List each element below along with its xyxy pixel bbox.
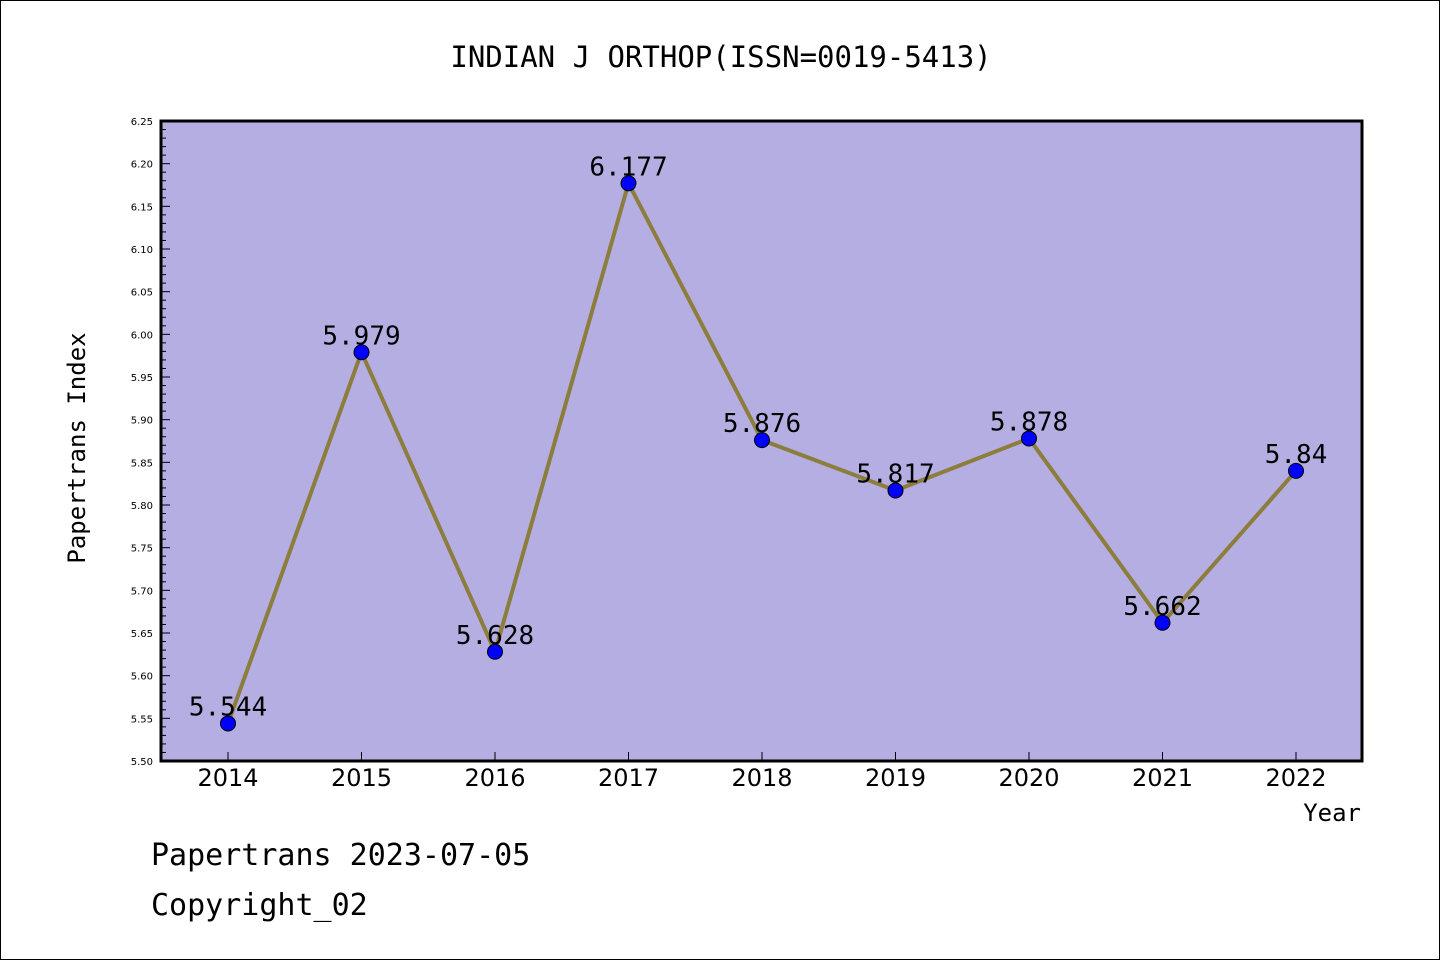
data-point	[620, 175, 637, 192]
data-point	[1288, 462, 1304, 479]
y-tick-label: 5.70	[131, 586, 153, 597]
y-tick-label: 5.55	[131, 714, 153, 725]
data-label: 5.544	[189, 692, 267, 722]
y-tick-label: 5.75	[131, 544, 153, 555]
x-tick-label: 2022	[1265, 764, 1326, 792]
y-tick-label: 6.05	[131, 288, 153, 299]
chart-title: INDIAN J ORTHOP(ISSN=0019-5413)	[450, 40, 991, 74]
y-tick-label: 6.15	[131, 202, 153, 213]
data-label: 5.84	[1265, 440, 1328, 470]
x-tick-label: 2015	[331, 764, 392, 792]
y-tick-label: 6.25	[131, 117, 153, 128]
x-tick-label: 2020	[998, 764, 1059, 792]
plot-border	[159, 119, 1364, 763]
data-point	[1154, 614, 1171, 631]
y-tick-label: 6.10	[131, 245, 153, 256]
data-label: 5.876	[723, 409, 801, 439]
footer-copyright: Copyright_02	[151, 888, 368, 923]
y-tick-label: 6.20	[131, 160, 153, 171]
y-tick-label: 5.65	[131, 629, 153, 640]
data-point	[220, 715, 236, 732]
data-point	[1021, 430, 1037, 447]
data-label: 6.177	[589, 152, 667, 182]
x-tick-label: 2021	[1132, 764, 1193, 792]
y-tick-label: 5.85	[131, 458, 153, 469]
data-label: 5.817	[856, 459, 934, 489]
x-tick-label: 2018	[731, 764, 792, 792]
y-tick-label: 5.60	[131, 672, 153, 683]
x-tick-label: 2016	[464, 764, 525, 792]
x-tick-label: 2014	[197, 764, 258, 792]
data-label: 5.979	[322, 321, 400, 351]
data-point	[487, 643, 503, 660]
x-tick-label: 2019	[865, 764, 926, 792]
data-label: 5.628	[456, 621, 534, 651]
data-point	[754, 432, 770, 449]
y-axis-tick-labels: 5.50 5.55 5.60 5.65 5.70 5.75 5.80 5.85 5.90 5.95…	[131, 117, 153, 768]
y-tick-label: 5.95	[131, 373, 153, 384]
x-tick-label: 2017	[598, 764, 659, 792]
data-labels: 5.544 5.979 5.628 6.177 5.876 5.817 5.878 5.662…	[189, 152, 1327, 722]
data-points	[220, 175, 1304, 732]
y-axis-label: Papertrans Index	[63, 332, 91, 563]
y-tick-label: 5.80	[131, 501, 153, 512]
x-axis-label: Year	[1303, 799, 1361, 827]
x-axis-tick-labels: 2014 2015 2016 2017 2018 2019 2020 2021 2022	[197, 764, 1326, 792]
y-tick-label: 5.90	[131, 416, 153, 427]
data-point	[887, 482, 904, 499]
data-label: 5.878	[990, 407, 1068, 437]
data-label: 5.662	[1123, 592, 1201, 622]
y-tick-label: 5.50	[131, 757, 153, 768]
data-point	[353, 344, 370, 361]
y-tick-label: 6.00	[131, 330, 153, 341]
footer-date: Papertrans 2023-07-05	[151, 838, 530, 873]
